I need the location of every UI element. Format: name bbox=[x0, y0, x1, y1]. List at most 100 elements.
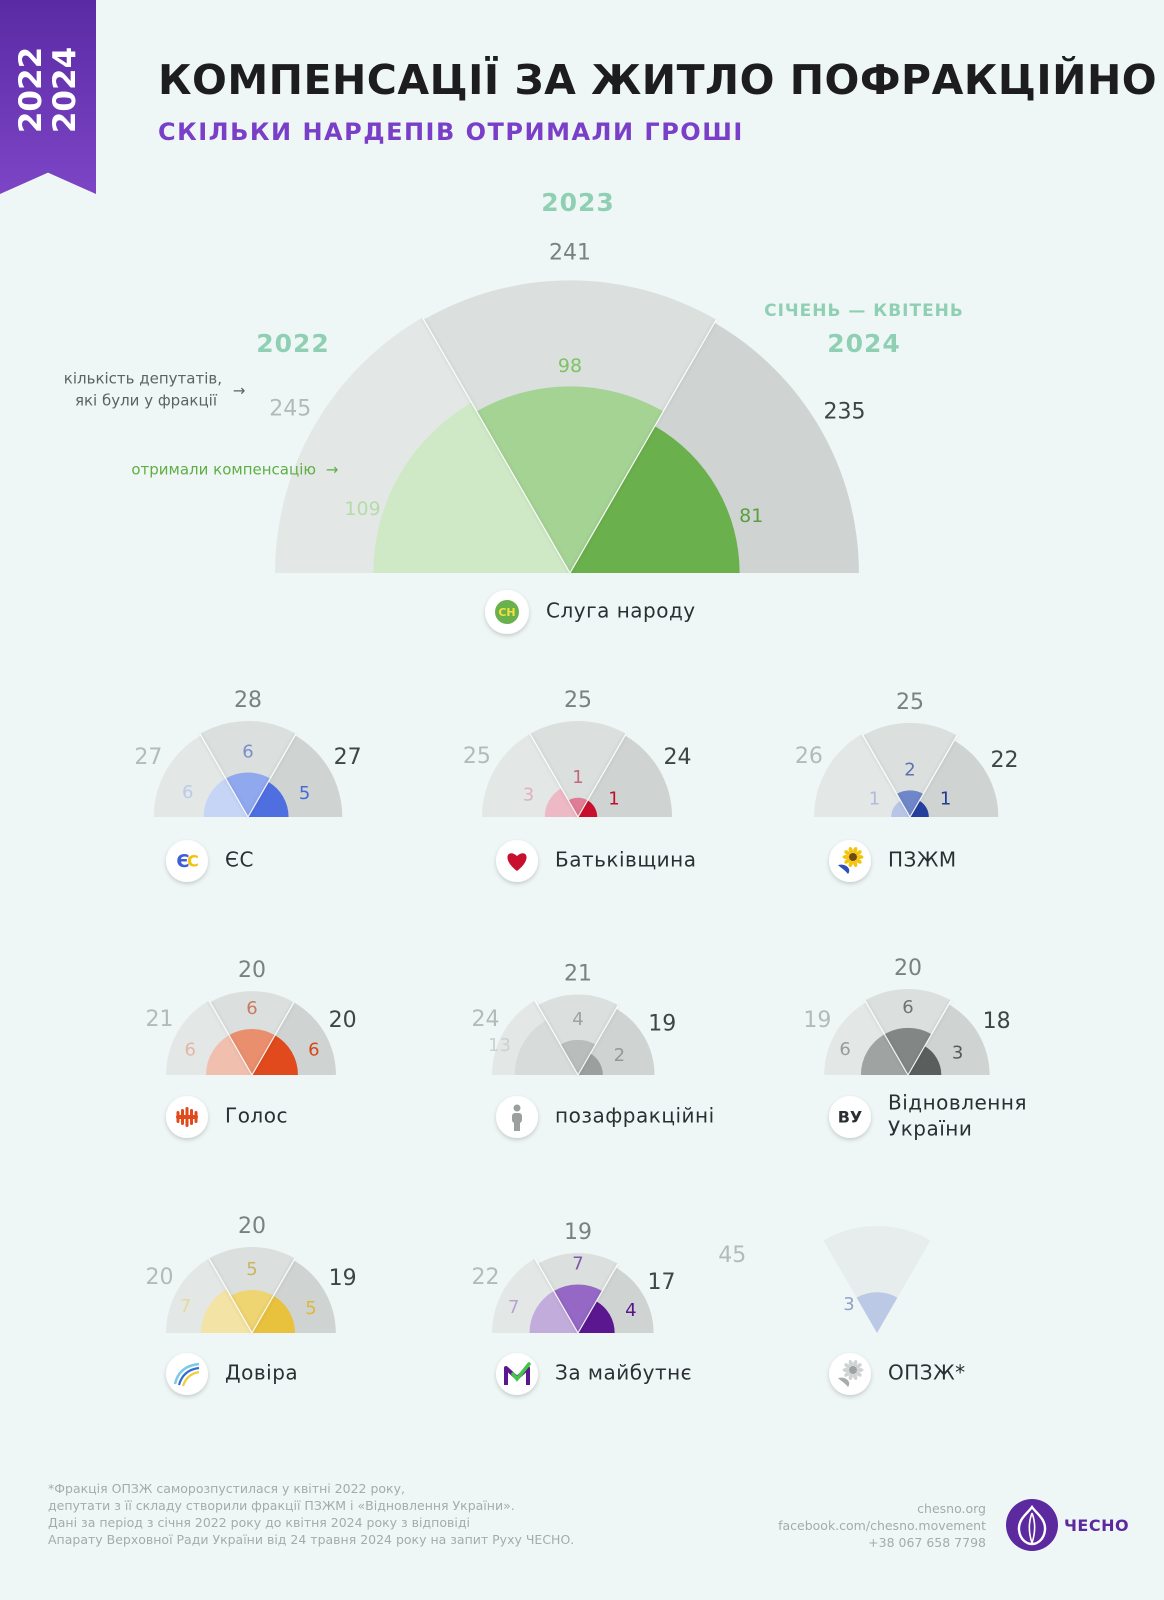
received-sector bbox=[896, 790, 924, 817]
received-sector bbox=[514, 1020, 578, 1075]
members-sector bbox=[537, 994, 619, 1075]
received-label: 6 bbox=[839, 1039, 850, 1060]
received-label: 5 bbox=[305, 1298, 316, 1319]
members-label: 17 bbox=[647, 1270, 675, 1295]
members-label: 28 bbox=[234, 688, 262, 713]
received-sector bbox=[230, 1289, 274, 1333]
faction-chart bbox=[275, 280, 859, 574]
sector-separator bbox=[577, 1005, 619, 1076]
received-label: 1 bbox=[572, 767, 583, 788]
faction-name: ПЗЖМ bbox=[888, 848, 957, 872]
person-icon bbox=[496, 1096, 538, 1138]
legend-members-text: кількість депутатів, bbox=[64, 370, 222, 388]
members-label: 22 bbox=[472, 1265, 500, 1290]
received-sector bbox=[203, 778, 248, 817]
received-label: 81 bbox=[739, 505, 763, 527]
faction-name: Голос bbox=[225, 1104, 288, 1128]
contacts: chesno.org facebook.com/chesno.movement … bbox=[700, 1500, 986, 1551]
received-label: 6 bbox=[308, 1039, 319, 1060]
faction-name: України bbox=[888, 1117, 972, 1141]
sector-separator bbox=[208, 1000, 253, 1076]
footnote-line: *Фракція ОПЗЖ саморозпустилася у квітні … bbox=[48, 1481, 405, 1496]
members-label: 25 bbox=[463, 744, 491, 769]
chesno-garlic-logo-icon bbox=[1006, 1499, 1058, 1551]
contact-facebook-link[interactable]: facebook.com/chesno.movement bbox=[778, 1518, 986, 1533]
faction-chart bbox=[492, 1253, 654, 1334]
footnote: *Фракція ОПЗЖ саморозпустилася у квітні … bbox=[48, 1480, 688, 1548]
members-label: 24 bbox=[663, 745, 691, 770]
members-label: 21 bbox=[146, 1007, 174, 1032]
members-label: 241 bbox=[549, 240, 591, 265]
received-sector bbox=[570, 426, 740, 573]
sector-separator bbox=[251, 1002, 295, 1076]
members-label: 27 bbox=[134, 745, 162, 770]
faction-name: ЄС bbox=[225, 848, 254, 872]
received-label: 1 bbox=[608, 788, 619, 809]
received-label: 3 bbox=[523, 785, 534, 806]
received-sector bbox=[373, 402, 570, 573]
sector-separator bbox=[247, 733, 297, 818]
received-sector bbox=[201, 1288, 252, 1333]
received-label: 6 bbox=[184, 1039, 195, 1060]
members-label: 18 bbox=[983, 1009, 1011, 1034]
footnote-line: Дані за період з січня 2022 року до квіт… bbox=[48, 1515, 470, 1530]
members-sector bbox=[823, 1226, 931, 1333]
sector-separator bbox=[534, 1258, 579, 1334]
received-sector bbox=[225, 772, 271, 817]
sector-separator bbox=[909, 735, 958, 818]
members-label: 25 bbox=[564, 688, 592, 713]
received-sector bbox=[476, 386, 664, 573]
faction-chart bbox=[166, 1246, 336, 1334]
received-sector bbox=[578, 800, 598, 817]
members-label: 19 bbox=[648, 1012, 676, 1037]
received-label: 1 bbox=[940, 788, 951, 809]
faction-name: Слуга народу bbox=[546, 599, 696, 623]
faction-name: позафракційні bbox=[555, 1104, 715, 1128]
received-sector bbox=[229, 1029, 275, 1075]
svg-text:СН: СН bbox=[498, 606, 515, 619]
members-sector bbox=[578, 1008, 655, 1075]
footnote-line: Апарату Верховної Ради України від 24 тр… bbox=[48, 1532, 575, 1547]
sector-separator bbox=[208, 1258, 253, 1334]
sector-separator bbox=[864, 1000, 909, 1076]
dovira-icon bbox=[166, 1353, 208, 1395]
received-label: 5 bbox=[246, 1259, 257, 1280]
contact-site-link[interactable]: chesno.org bbox=[917, 1501, 986, 1516]
members-label: 20 bbox=[238, 958, 266, 983]
received-label: 6 bbox=[182, 782, 193, 803]
za-maibutnie-icon bbox=[496, 1353, 538, 1395]
sector-separator bbox=[534, 1000, 579, 1076]
members-label: 20 bbox=[146, 1265, 174, 1290]
members-sector bbox=[862, 722, 958, 817]
sector-separator bbox=[529, 733, 579, 818]
members-label: 235 bbox=[824, 399, 866, 424]
received-label: 2 bbox=[904, 759, 915, 780]
members-label: 26 bbox=[795, 744, 823, 769]
received-sector bbox=[860, 1034, 908, 1075]
faction-chart bbox=[492, 994, 655, 1076]
legend-members-text: які були у фракції bbox=[75, 392, 218, 410]
members-label: 19 bbox=[803, 1008, 831, 1033]
period-label-2024: СІЧЕНЬ — КВІТЕНЬ bbox=[764, 301, 964, 321]
received-label: 3 bbox=[843, 1294, 854, 1315]
legend-arrow: → bbox=[326, 461, 339, 479]
page-title: КОМПЕНСАЦІЇ ЗА ЖИТЛО ПОФРАКЦІЙНО bbox=[158, 56, 1158, 104]
sector-separator bbox=[861, 733, 911, 818]
members-sector bbox=[530, 720, 626, 817]
members-sector bbox=[910, 740, 999, 817]
year-label-2023: 2023 bbox=[541, 188, 615, 217]
faction-name: Відновлення bbox=[888, 1091, 1027, 1115]
sector-separator bbox=[577, 733, 627, 818]
faction-chart bbox=[814, 722, 999, 818]
golos-icon bbox=[166, 1096, 208, 1138]
received-sector bbox=[553, 1284, 603, 1333]
received-label: 4 bbox=[572, 1009, 583, 1030]
members-label: 245 bbox=[269, 396, 311, 421]
sector-separator bbox=[577, 1263, 619, 1334]
received-sector bbox=[884, 1027, 932, 1075]
faction-chart bbox=[166, 991, 336, 1076]
received-label: 7 bbox=[180, 1296, 191, 1317]
page-subtitle: СКІЛЬКИ НАРДЕПІВ ОТРИМАЛИ ГРОШІ bbox=[158, 118, 744, 146]
sector-separator bbox=[199, 733, 249, 818]
received-label: 6 bbox=[902, 997, 913, 1018]
